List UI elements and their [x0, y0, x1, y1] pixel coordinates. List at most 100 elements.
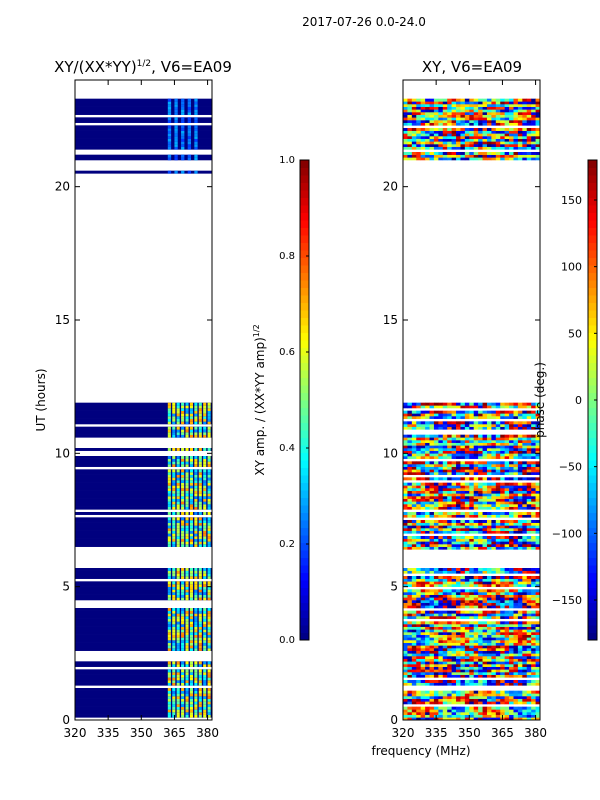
- phase-cell: [535, 141, 541, 145]
- phase-cell: [522, 682, 528, 686]
- phase-cell: [429, 472, 435, 475]
- phase-cell: [531, 634, 536, 638]
- phase-cell: [456, 698, 461, 702]
- phase-cell: [411, 450, 417, 454]
- phase-cell: [407, 584, 413, 587]
- phase-cell: [473, 701, 479, 705]
- phase-cell: [438, 138, 444, 142]
- amp-cell: [207, 642, 211, 646]
- phase-cell: [517, 546, 523, 550]
- phase-cell: [447, 157, 452, 161]
- amp-cell: [181, 613, 185, 617]
- phase-colorbar-segment: [588, 385, 597, 393]
- amp-ylabel: UT (hours): [34, 368, 48, 431]
- amp-cell: [203, 696, 207, 699]
- phase-cell: [495, 453, 501, 457]
- phase-cell: [522, 693, 528, 697]
- phase-cell: [451, 114, 457, 118]
- phase-cell: [486, 570, 492, 574]
- amp-panel-title: XY/(XX*YY)1/2, V6=EA09: [54, 58, 232, 76]
- phase-cell: [416, 637, 421, 641]
- phase-cell: [535, 530, 541, 534]
- phase-cell: [526, 653, 532, 657]
- phase-cell: [522, 656, 528, 659]
- phase-colorbar-segment: [588, 160, 597, 168]
- phase-cell: [486, 120, 492, 123]
- amp-cell: [176, 520, 180, 523]
- phase-cell: [500, 421, 505, 425]
- phase-cell: [495, 112, 501, 115]
- amp-colorbar-segment: [300, 212, 309, 221]
- phase-cell: [429, 152, 435, 155]
- phase-cell: [509, 613, 514, 617]
- phase-cell: [504, 661, 510, 665]
- phase-cell: [535, 674, 541, 678]
- phase-cell: [482, 117, 488, 121]
- phase-cell: [482, 466, 488, 470]
- phase-cell: [495, 466, 501, 470]
- phase-cell: [411, 568, 417, 571]
- phase-cell: [478, 653, 483, 657]
- phase-cell: [504, 640, 510, 643]
- amp-cell: [167, 536, 171, 539]
- phase-cell: [442, 413, 448, 417]
- amp-cell: [167, 133, 172, 137]
- amp-cell: [176, 496, 180, 499]
- phase-cell: [464, 448, 470, 451]
- amp-cell: [167, 498, 171, 502]
- amp-cell: [189, 461, 193, 465]
- phase-cell: [407, 672, 413, 675]
- phase-cell: [526, 442, 532, 446]
- phase-cell: [504, 456, 510, 459]
- phase-cell: [531, 690, 536, 694]
- amp-title-suffix: , V6=EA09: [151, 58, 232, 76]
- phase-cell: [473, 642, 479, 646]
- phase-cell: [535, 538, 541, 542]
- phase-cell: [504, 637, 510, 641]
- amp-cell: [194, 498, 198, 502]
- phase-cell: [495, 520, 501, 523]
- amp-row: [75, 648, 212, 651]
- phase-cell: [486, 682, 492, 686]
- phase-cell: [491, 114, 497, 118]
- phase-cell: [513, 445, 519, 449]
- phase-cell: [456, 645, 461, 649]
- phase-cell: [517, 485, 523, 489]
- phase-cell: [429, 528, 435, 531]
- phase-cell: [403, 546, 408, 550]
- phase-cell: [517, 496, 523, 499]
- amp-cell: [198, 621, 202, 625]
- phase-cell: [486, 690, 492, 694]
- amp-cell: [194, 429, 198, 433]
- phase-cell: [500, 112, 505, 115]
- amp-cell: [167, 128, 172, 131]
- phase-cell: [420, 488, 426, 491]
- amp-cell: [189, 530, 193, 534]
- phase-cell: [513, 538, 519, 542]
- phase-cell: [403, 634, 408, 638]
- phase-cell: [460, 402, 466, 406]
- phase-cell: [429, 600, 435, 603]
- phase-cell: [411, 496, 417, 499]
- amp-cell: [194, 474, 198, 478]
- phase-cell: [442, 98, 448, 102]
- amp-cell: [181, 714, 185, 718]
- phase-cell: [491, 421, 497, 425]
- amp-cell: [172, 421, 176, 425]
- phase-cell: [420, 717, 426, 721]
- amp-cell: [176, 709, 180, 713]
- amp-cell: [189, 528, 193, 531]
- amp-cell: [207, 586, 211, 590]
- phase-cell: [522, 669, 528, 673]
- amp-cell: [172, 701, 176, 705]
- phase-cell: [531, 712, 536, 715]
- phase-cell: [478, 637, 483, 641]
- amp-cell: [185, 525, 189, 529]
- amp-cell: [176, 410, 180, 414]
- amp-cell: [198, 469, 202, 473]
- phase-cell: [517, 464, 523, 467]
- phase-cell: [464, 130, 470, 134]
- phase-cell: [407, 450, 413, 454]
- phase-cell: [429, 144, 435, 147]
- phase-cell: [513, 653, 519, 657]
